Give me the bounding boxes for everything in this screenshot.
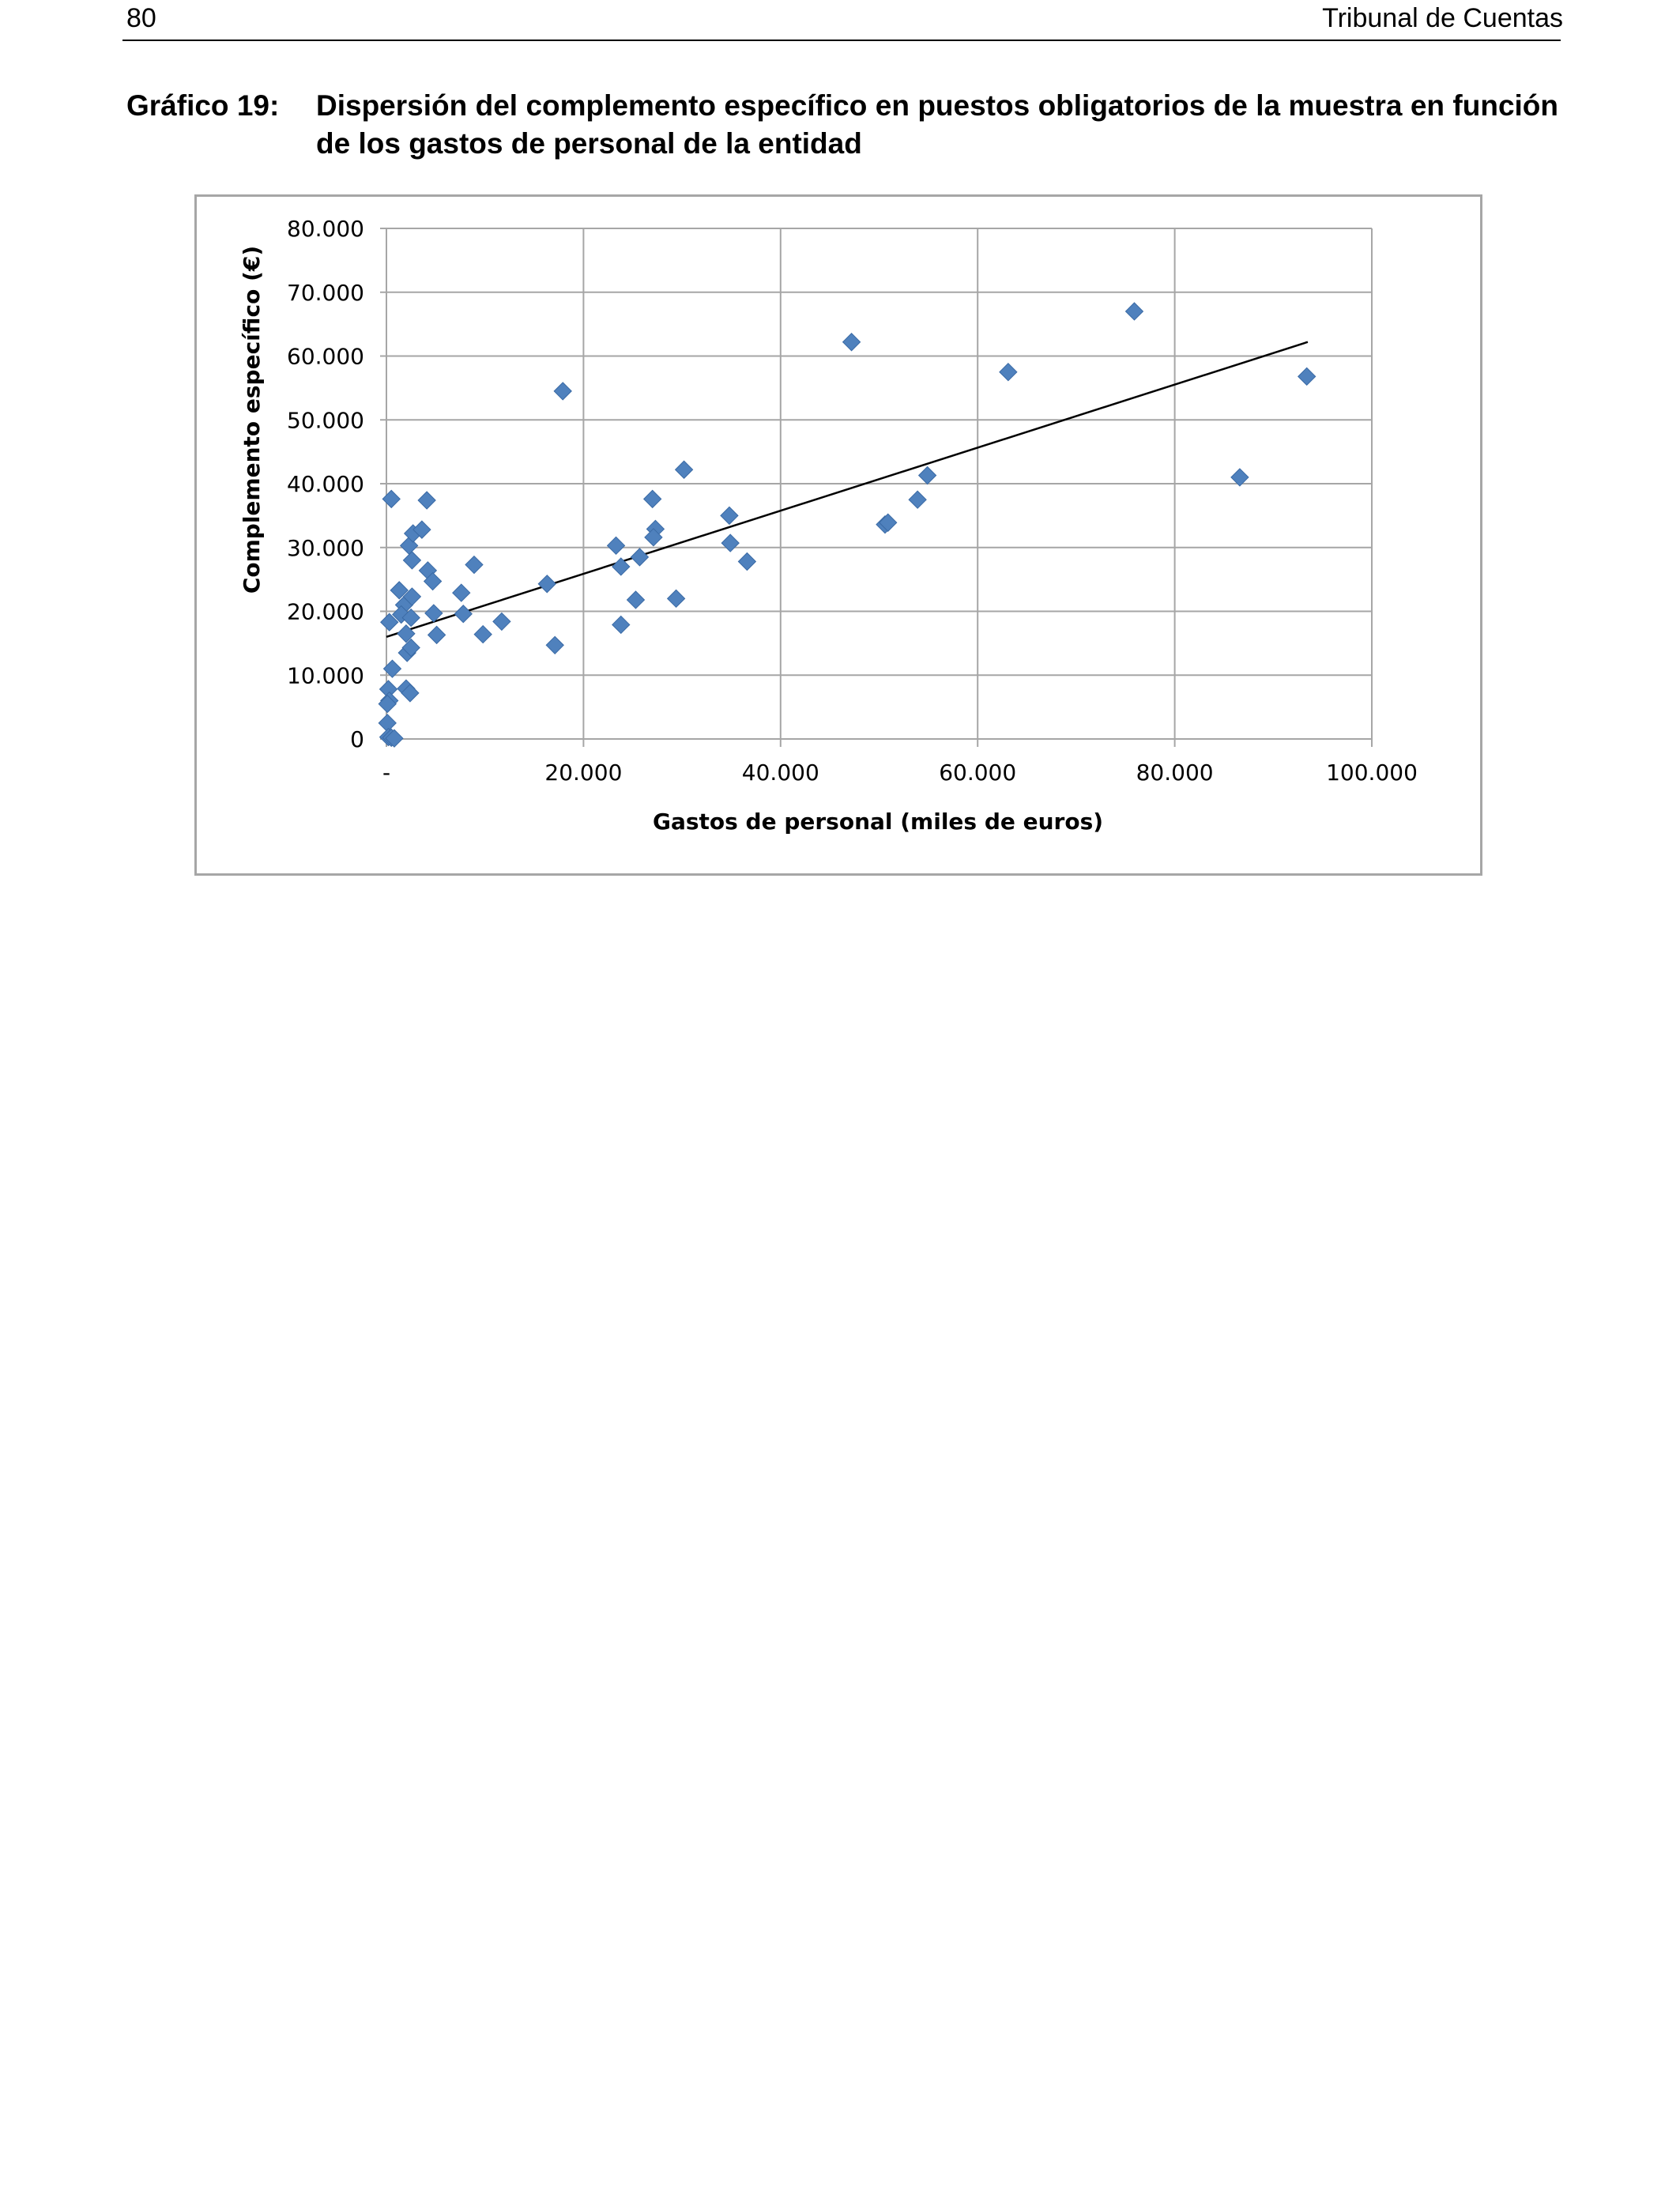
x-tick-labels: - 20.000 40.000 60.000 80.000 100.000 (382, 760, 1418, 786)
data-point (720, 506, 739, 526)
data-point (537, 575, 556, 594)
x-tick-label: 100.000 (1326, 760, 1418, 786)
chart-frame: 0 10.000 20.000 30.000 40.000 50.000 60.000 70.… (194, 194, 1482, 876)
data-point (385, 729, 404, 748)
caption-text: Dispersión del complemento específico en… (316, 89, 1558, 160)
data-point (908, 490, 927, 509)
x-tick-label: - (382, 760, 390, 786)
data-point (402, 587, 422, 606)
data-point (492, 612, 511, 631)
data-point (380, 613, 399, 631)
data-points (378, 302, 1317, 748)
data-point (402, 551, 422, 570)
y-tick-label: 80.000 (287, 216, 364, 242)
data-point (412, 520, 431, 539)
axes (380, 228, 1373, 747)
data-point (630, 548, 650, 567)
y-tick-label: 50.000 (287, 407, 364, 433)
data-point (423, 571, 443, 591)
data-point (612, 557, 631, 576)
data-point (417, 491, 436, 510)
y-tick-label: 40.000 (287, 471, 364, 497)
y-tick-label: 60.000 (287, 344, 364, 370)
data-point (842, 333, 861, 352)
data-point (1297, 367, 1317, 386)
data-point (427, 625, 446, 645)
y-axis-label: Complemento específico (€) (239, 246, 265, 594)
x-tick-label: 60.000 (939, 760, 1016, 786)
data-point (452, 583, 471, 602)
x-tick-label: 40.000 (742, 760, 819, 786)
data-point (401, 608, 420, 628)
x-tick-label: 80.000 (1136, 760, 1214, 786)
y-tick-label: 0 (350, 726, 364, 752)
y-tick-label: 10.000 (287, 662, 364, 688)
data-point (401, 684, 420, 703)
scatter-chart: 0 10.000 20.000 30.000 40.000 50.000 60.000 70.… (239, 216, 1418, 835)
data-point (674, 460, 694, 479)
data-point (642, 489, 662, 509)
data-point (473, 624, 492, 644)
data-point (1124, 302, 1144, 321)
data-point (390, 581, 409, 600)
data-point (737, 552, 757, 571)
y-tick-label: 70.000 (287, 280, 364, 306)
data-point (465, 555, 484, 575)
page-number: 80 (126, 3, 156, 33)
data-point (606, 536, 626, 556)
data-point (454, 605, 473, 624)
data-point (424, 604, 443, 623)
x-tick-label: 20.000 (544, 760, 622, 786)
data-point (666, 589, 686, 609)
data-point (879, 513, 898, 532)
trendline-group (386, 341, 1309, 638)
data-point (382, 489, 401, 509)
caption-label: Gráfico 19: (126, 89, 280, 122)
y-tick-label: 20.000 (287, 599, 364, 625)
data-point (553, 382, 572, 401)
data-point (626, 590, 646, 609)
data-point (545, 635, 564, 655)
y-tick-label: 30.000 (287, 535, 364, 561)
data-point (382, 659, 402, 678)
data-point (1230, 468, 1249, 487)
data-point (401, 638, 420, 658)
data-point (612, 615, 631, 635)
trendline (386, 341, 1309, 638)
data-point (378, 694, 397, 714)
y-tick-labels: 0 10.000 20.000 30.000 40.000 50.000 60.000 70.… (287, 216, 364, 752)
running-title: Tribunal de Cuentas (1322, 3, 1563, 33)
header-rule (122, 40, 1561, 41)
data-point (721, 533, 740, 552)
data-point (397, 624, 416, 643)
data-point (917, 466, 937, 485)
data-point (999, 362, 1018, 382)
data-point (644, 528, 663, 547)
gridlines (386, 228, 1373, 739)
x-axis-label: Gastos de personal (miles de euros) (653, 809, 1103, 835)
